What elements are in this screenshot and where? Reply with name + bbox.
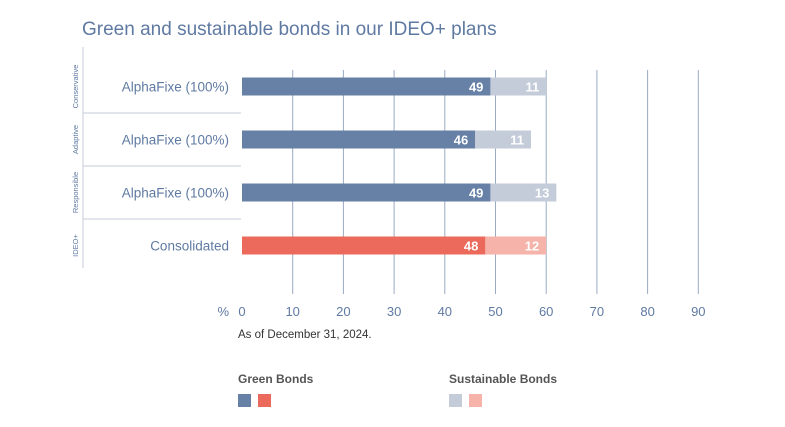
category-label-conservative: AlphaFixe (100%) <box>122 80 229 95</box>
data-label-green-ideo-plus: 48 <box>464 239 478 254</box>
bar-sustainable-adaptive <box>475 130 531 149</box>
x-tick-label-80: 80 <box>640 304 654 319</box>
x-tick-label-90: 90 <box>691 304 705 319</box>
legend-swatch-sustainable-blue <box>449 394 462 407</box>
as-of-note: As of December 31, 2024. <box>238 329 372 341</box>
chart-title: Green and sustainable bonds in our IDEO+… <box>82 19 497 40</box>
data-label-sustainable-conservative: 11 <box>525 80 539 95</box>
bar-sustainable-ideo-plus <box>485 236 547 255</box>
bar-sustainable-responsible <box>490 183 557 202</box>
legend-label-sustainable-bonds: Sustainable Bonds <box>449 372 558 386</box>
x-tick-label-50: 50 <box>488 304 502 319</box>
x-tick-label-40: 40 <box>438 304 452 319</box>
legend-label-green-bonds: Green Bonds <box>238 372 314 386</box>
category-label-adaptive: AlphaFixe (100%) <box>122 133 229 148</box>
x-axis-label: % <box>217 304 229 319</box>
data-label-sustainable-adaptive: 11 <box>510 133 524 148</box>
bar-green-responsible <box>242 183 491 202</box>
x-tick-label-30: 30 <box>387 304 401 319</box>
bar-sustainable-conservative <box>490 77 547 96</box>
group-label-conservative: Conservative <box>71 65 80 109</box>
bar-green-ideo-plus <box>242 236 486 255</box>
x-tick-label-20: 20 <box>336 304 350 319</box>
data-label-green-adaptive: 46 <box>454 133 468 148</box>
x-tick-label-0: 0 <box>238 304 245 319</box>
bar-green-conservative <box>242 77 491 96</box>
legend-swatch-sustainable-red <box>469 394 482 407</box>
group-label-responsible: Responsible <box>71 172 80 213</box>
legend-swatch-green-red <box>258 394 271 407</box>
x-tick-label-10: 10 <box>285 304 299 319</box>
group-label-adaptive: Adaptive <box>71 125 80 154</box>
x-tick-label-60: 60 <box>539 304 553 319</box>
data-label-sustainable-ideo-plus: 12 <box>525 239 539 254</box>
legend-swatch-green-blue <box>238 394 251 407</box>
bar-green-adaptive <box>242 130 476 149</box>
data-label-green-conservative: 49 <box>469 80 483 95</box>
category-label-ideo-plus: Consolidated <box>150 239 229 254</box>
data-label-green-responsible: 49 <box>469 186 483 201</box>
x-tick-label-70: 70 <box>590 304 604 319</box>
group-label-ideo-plus: IDEO+ <box>71 234 80 257</box>
data-label-sustainable-responsible: 13 <box>535 186 549 201</box>
category-label-responsible: AlphaFixe (100%) <box>122 186 229 201</box>
